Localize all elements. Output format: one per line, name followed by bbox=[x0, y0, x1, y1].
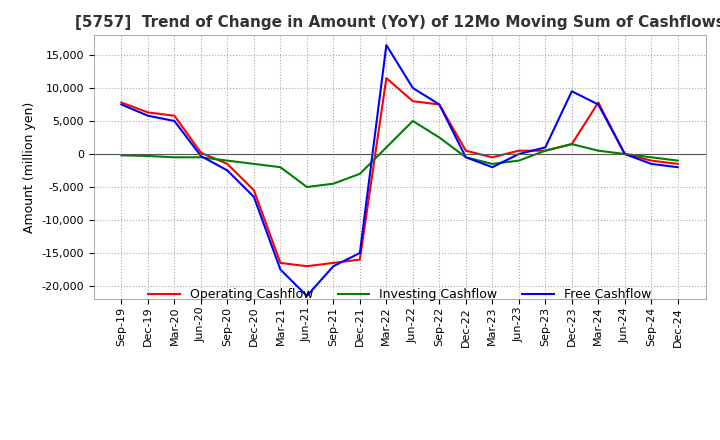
Investing Cashflow bbox=[594, 148, 603, 153]
Operating Cashflow bbox=[276, 260, 284, 266]
Free Cashflow bbox=[594, 102, 603, 107]
Operating Cashflow bbox=[302, 264, 311, 269]
Free Cashflow bbox=[250, 194, 258, 200]
Investing Cashflow bbox=[329, 181, 338, 186]
Free Cashflow bbox=[541, 145, 549, 150]
Investing Cashflow bbox=[197, 154, 205, 160]
Operating Cashflow bbox=[117, 100, 126, 105]
Free Cashflow bbox=[647, 161, 656, 166]
Investing Cashflow bbox=[673, 158, 682, 163]
Operating Cashflow bbox=[594, 100, 603, 105]
Free Cashflow bbox=[276, 267, 284, 272]
Investing Cashflow bbox=[276, 165, 284, 170]
Operating Cashflow bbox=[170, 113, 179, 118]
Y-axis label: Amount (million yen): Amount (million yen) bbox=[23, 102, 36, 233]
Operating Cashflow bbox=[197, 150, 205, 155]
Investing Cashflow bbox=[435, 135, 444, 140]
Free Cashflow bbox=[302, 293, 311, 299]
Investing Cashflow bbox=[382, 145, 391, 150]
Operating Cashflow bbox=[329, 260, 338, 266]
Operating Cashflow bbox=[621, 151, 629, 157]
Free Cashflow bbox=[435, 102, 444, 107]
Line: Operating Cashflow: Operating Cashflow bbox=[122, 78, 678, 266]
Operating Cashflow bbox=[435, 102, 444, 107]
Line: Free Cashflow: Free Cashflow bbox=[122, 45, 678, 296]
Legend: Operating Cashflow, Investing Cashflow, Free Cashflow: Operating Cashflow, Investing Cashflow, … bbox=[143, 283, 656, 306]
Free Cashflow bbox=[143, 113, 152, 118]
Investing Cashflow bbox=[408, 118, 417, 124]
Investing Cashflow bbox=[567, 141, 576, 147]
Line: Investing Cashflow: Investing Cashflow bbox=[122, 121, 678, 187]
Title: [5757]  Trend of Change in Amount (YoY) of 12Mo Moving Sum of Cashflows: [5757] Trend of Change in Amount (YoY) o… bbox=[75, 15, 720, 30]
Free Cashflow bbox=[408, 85, 417, 91]
Operating Cashflow bbox=[356, 257, 364, 262]
Free Cashflow bbox=[197, 153, 205, 158]
Investing Cashflow bbox=[621, 151, 629, 157]
Free Cashflow bbox=[117, 102, 126, 107]
Operating Cashflow bbox=[673, 161, 682, 166]
Operating Cashflow bbox=[541, 148, 549, 153]
Free Cashflow bbox=[356, 250, 364, 256]
Investing Cashflow bbox=[170, 154, 179, 160]
Investing Cashflow bbox=[488, 161, 497, 166]
Free Cashflow bbox=[673, 165, 682, 170]
Investing Cashflow bbox=[515, 158, 523, 163]
Operating Cashflow bbox=[408, 99, 417, 104]
Investing Cashflow bbox=[541, 148, 549, 153]
Free Cashflow bbox=[382, 42, 391, 48]
Free Cashflow bbox=[515, 151, 523, 157]
Operating Cashflow bbox=[515, 148, 523, 153]
Free Cashflow bbox=[329, 264, 338, 269]
Free Cashflow bbox=[462, 154, 470, 160]
Investing Cashflow bbox=[143, 153, 152, 158]
Free Cashflow bbox=[170, 118, 179, 124]
Investing Cashflow bbox=[250, 161, 258, 166]
Free Cashflow bbox=[567, 88, 576, 94]
Free Cashflow bbox=[223, 168, 232, 173]
Investing Cashflow bbox=[117, 153, 126, 158]
Investing Cashflow bbox=[462, 154, 470, 160]
Operating Cashflow bbox=[462, 148, 470, 153]
Investing Cashflow bbox=[356, 171, 364, 176]
Operating Cashflow bbox=[488, 154, 497, 160]
Operating Cashflow bbox=[647, 158, 656, 163]
Operating Cashflow bbox=[567, 141, 576, 147]
Operating Cashflow bbox=[143, 110, 152, 115]
Operating Cashflow bbox=[223, 161, 232, 166]
Investing Cashflow bbox=[223, 158, 232, 163]
Operating Cashflow bbox=[250, 187, 258, 193]
Investing Cashflow bbox=[647, 154, 656, 160]
Investing Cashflow bbox=[302, 184, 311, 190]
Free Cashflow bbox=[621, 151, 629, 157]
Free Cashflow bbox=[488, 165, 497, 170]
Operating Cashflow bbox=[382, 75, 391, 81]
